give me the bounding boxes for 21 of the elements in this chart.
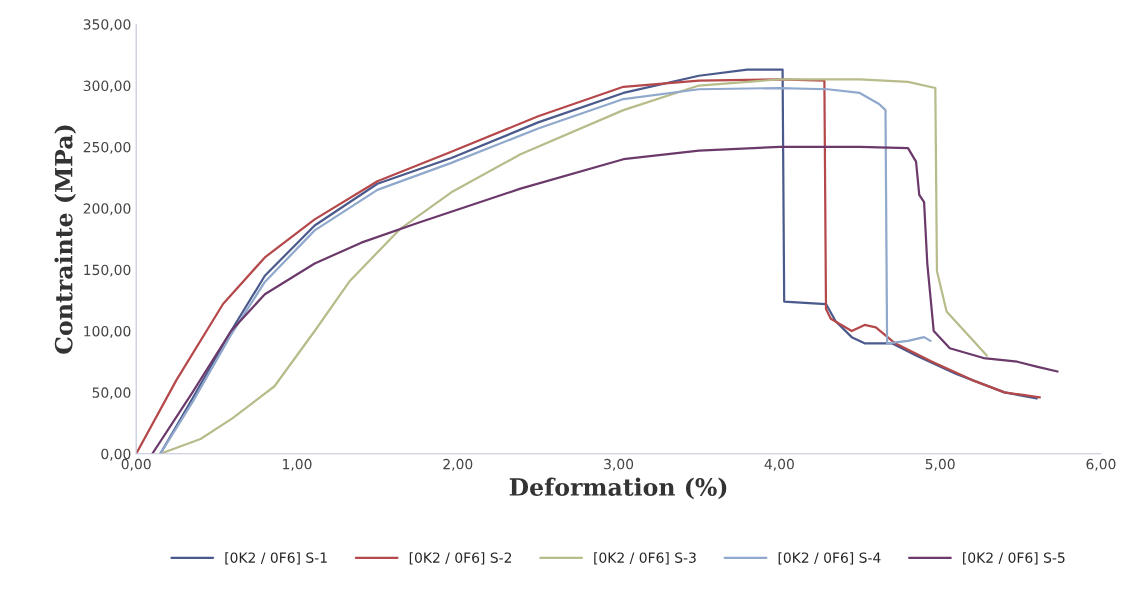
legend-label: [0K2 / 0F6] S-2 — [409, 552, 512, 565]
y-tick-label: 300,00 — [83, 80, 131, 93]
line-series — [151, 145, 1059, 454]
legend-label: [0K2 / 0F6] S-3 — [594, 552, 696, 565]
y-tick-label: 50,00 — [92, 387, 131, 400]
y-tick-label: 350,00 — [83, 19, 131, 32]
legend-label: [0K2 / 0F6] S-1 — [225, 552, 327, 565]
y-tick-label: 250,00 — [83, 141, 131, 154]
x-tick-label: 4,00 — [764, 458, 794, 471]
x-tick-label: 3,00 — [604, 458, 634, 471]
y-tick-label: 150,00 — [84, 264, 131, 277]
y-tick-label: 100,00 — [84, 325, 131, 338]
x-tick-label: 6,00 — [1086, 458, 1116, 471]
legend-label: [0K2 / 0F6] S-5 — [963, 552, 1065, 565]
legend-label: [0K2 / 0F6] S-4 — [778, 552, 881, 565]
x-tick-label: 2,00 — [443, 458, 473, 471]
y-tick-label: 200,00 — [83, 203, 131, 216]
x-axis-title: Deformation (%) — [509, 477, 727, 500]
x-tick-label: 5,00 — [925, 458, 955, 471]
y-axis-title: Contrainte (MPa) — [54, 125, 76, 354]
x-tick-label: 1,00 — [283, 458, 312, 471]
